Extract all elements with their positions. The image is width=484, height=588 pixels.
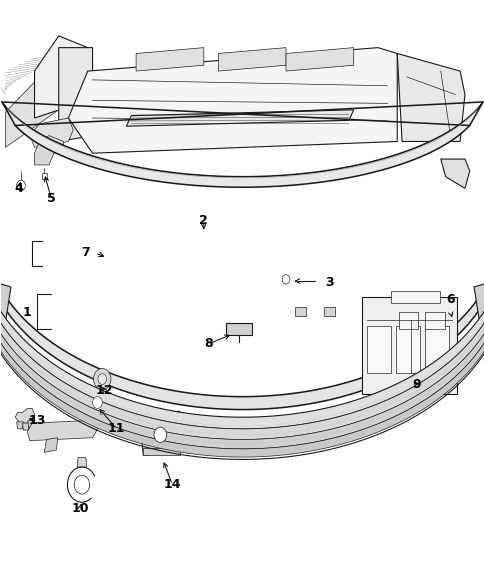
Polygon shape [30, 118, 73, 148]
Polygon shape [27, 420, 97, 440]
Polygon shape [0, 281, 11, 338]
Polygon shape [294, 308, 306, 316]
Polygon shape [44, 437, 58, 452]
Polygon shape [0, 318, 484, 449]
Polygon shape [143, 447, 179, 455]
Text: 2: 2 [199, 214, 208, 227]
Text: 14: 14 [163, 478, 181, 491]
Text: 8: 8 [204, 338, 212, 350]
Circle shape [16, 180, 25, 191]
Text: 1: 1 [23, 306, 31, 319]
Polygon shape [126, 110, 353, 126]
Text: 7: 7 [81, 246, 90, 259]
Polygon shape [136, 48, 203, 71]
Text: 4: 4 [15, 182, 23, 195]
Polygon shape [59, 48, 92, 142]
Text: 12: 12 [96, 385, 113, 397]
Polygon shape [218, 48, 286, 71]
Text: 9: 9 [411, 379, 420, 392]
Polygon shape [83, 391, 112, 415]
Polygon shape [286, 48, 353, 71]
Polygon shape [366, 326, 391, 373]
Text: 3: 3 [325, 276, 333, 289]
Polygon shape [362, 297, 456, 394]
Polygon shape [5, 54, 68, 148]
Polygon shape [0, 281, 484, 410]
Text: 13: 13 [28, 413, 45, 427]
Polygon shape [225, 323, 252, 335]
Polygon shape [77, 457, 87, 467]
Polygon shape [424, 312, 444, 329]
Polygon shape [15, 409, 34, 423]
Circle shape [93, 369, 111, 390]
Polygon shape [28, 420, 34, 427]
Polygon shape [440, 159, 469, 188]
Polygon shape [16, 422, 23, 429]
Polygon shape [141, 412, 179, 455]
Polygon shape [2, 102, 482, 187]
Polygon shape [424, 326, 449, 373]
Polygon shape [391, 291, 439, 303]
Circle shape [74, 475, 90, 494]
Text: 11: 11 [108, 422, 125, 436]
Circle shape [282, 275, 289, 284]
Text: 5: 5 [47, 192, 56, 205]
Polygon shape [34, 136, 63, 165]
Polygon shape [22, 423, 29, 430]
Text: 6: 6 [445, 293, 454, 306]
Polygon shape [398, 312, 417, 329]
Polygon shape [68, 48, 396, 153]
Circle shape [154, 427, 166, 442]
Polygon shape [396, 54, 464, 142]
Text: 10: 10 [72, 502, 89, 514]
Polygon shape [34, 36, 88, 118]
Circle shape [92, 397, 102, 409]
Polygon shape [473, 281, 484, 338]
Polygon shape [323, 308, 334, 316]
Polygon shape [0, 308, 484, 439]
Polygon shape [42, 173, 46, 179]
Polygon shape [0, 328, 484, 457]
Circle shape [98, 374, 106, 385]
Polygon shape [395, 326, 420, 373]
Polygon shape [0, 296, 484, 429]
